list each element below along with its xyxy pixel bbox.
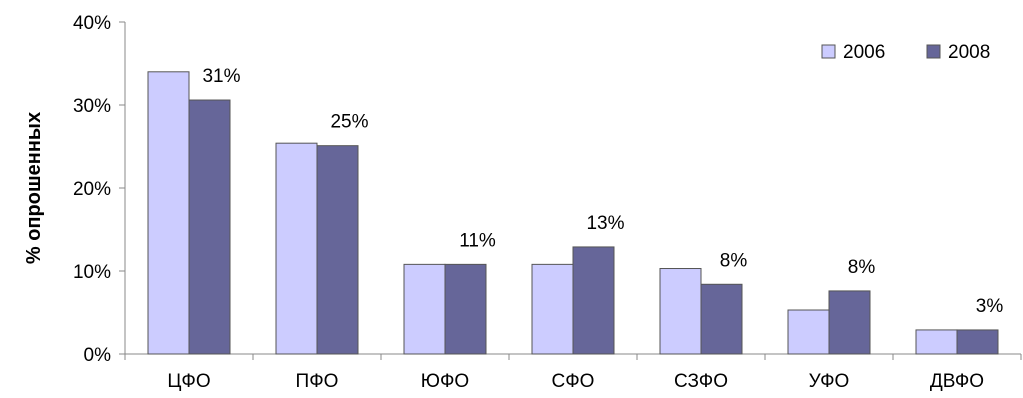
data-label: 31% xyxy=(202,66,240,87)
legend-swatch-2006 xyxy=(821,44,836,59)
x-tick-label: УФО xyxy=(809,371,850,392)
data-label: 3% xyxy=(976,296,1004,317)
legend-label-2008: 2008 xyxy=(948,42,990,63)
legend-swatch-2008 xyxy=(926,44,941,59)
y-tick-label: 30% xyxy=(73,96,111,117)
bar-2008-ЮФО xyxy=(444,263,487,355)
y-tick-label: 0% xyxy=(84,345,112,366)
y-tick-label: 20% xyxy=(73,179,111,200)
bar-2008-СФО xyxy=(572,246,615,355)
y-tick-label: 10% xyxy=(73,262,111,283)
bar-2006-СЗФО xyxy=(659,268,702,355)
y-tick-label: 40% xyxy=(73,13,111,34)
x-tick-label: СФО xyxy=(552,371,595,392)
data-label: 11% xyxy=(459,230,496,251)
x-tick-label: СЗФО xyxy=(674,371,728,392)
bar-2006-УФО xyxy=(787,309,830,355)
legend: 2006 2008 xyxy=(821,42,990,63)
data-label: 13% xyxy=(586,213,624,234)
data-label: 8% xyxy=(848,257,876,278)
bar-2008-УФО xyxy=(828,290,871,355)
data-label: 8% xyxy=(720,250,748,271)
bar-2008-ПФО xyxy=(316,145,359,355)
bar-2006-СФО xyxy=(531,263,574,355)
data-labels: 31% 25% 11% 13% 8% 8% 3% xyxy=(202,66,1003,317)
x-tick-label: ЦФО xyxy=(167,371,210,392)
bar-2008-ДВФО xyxy=(956,329,999,355)
legend-label-2006: 2006 xyxy=(843,42,885,63)
x-tick-label: ЮФО xyxy=(421,371,469,392)
x-tick-label: ДВФО xyxy=(930,371,984,392)
bars xyxy=(147,71,999,355)
data-label: 25% xyxy=(330,112,368,133)
bar-2008-ЦФО xyxy=(188,99,231,355)
bar-2006-ПФО xyxy=(275,142,318,355)
bar-2006-ДВФО xyxy=(915,329,958,355)
bar-2006-ЦФО xyxy=(147,71,190,355)
y-axis-label: % опрошенных xyxy=(23,112,45,264)
x-tick-label: ПФО xyxy=(296,371,339,392)
axes: 0% 10% 20% 30% 40% ЦФО ПФО ЮФО СФО СЗФО УФО ДВФО xyxy=(73,13,1022,392)
bar-2006-ЮФО xyxy=(403,263,446,355)
bar-2008-СЗФО xyxy=(700,283,743,355)
